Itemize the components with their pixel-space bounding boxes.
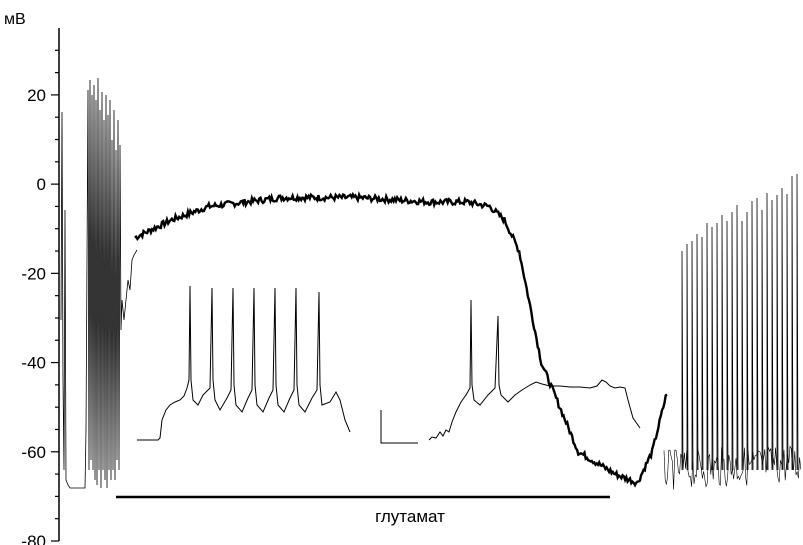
y-tick-label: -40 [21, 354, 46, 373]
y-tick-label: -20 [21, 264, 46, 283]
scale-bar [380, 410, 418, 444]
y-axis-ticks: 20 0 -20 -40 -60 -80 [21, 49, 59, 545]
y-axis-unit-label: мВ [4, 11, 26, 28]
glutamate-label: глутамат [375, 507, 445, 526]
late-baseline-noise [663, 445, 802, 490]
late-spike-train [681, 173, 799, 471]
initial-spike-burst [60, 77, 138, 489]
inset-trace-2 [428, 299, 641, 441]
inset-trace-1 [137, 285, 351, 441]
y-tick-label: 20 [27, 86, 46, 105]
y-tick-label: 0 [37, 175, 46, 194]
late-spikes-path [681, 173, 799, 471]
membrane-potential-trace [134, 190, 668, 488]
y-tick-label: -80 [21, 532, 46, 545]
y-tick-label: -60 [21, 443, 46, 462]
